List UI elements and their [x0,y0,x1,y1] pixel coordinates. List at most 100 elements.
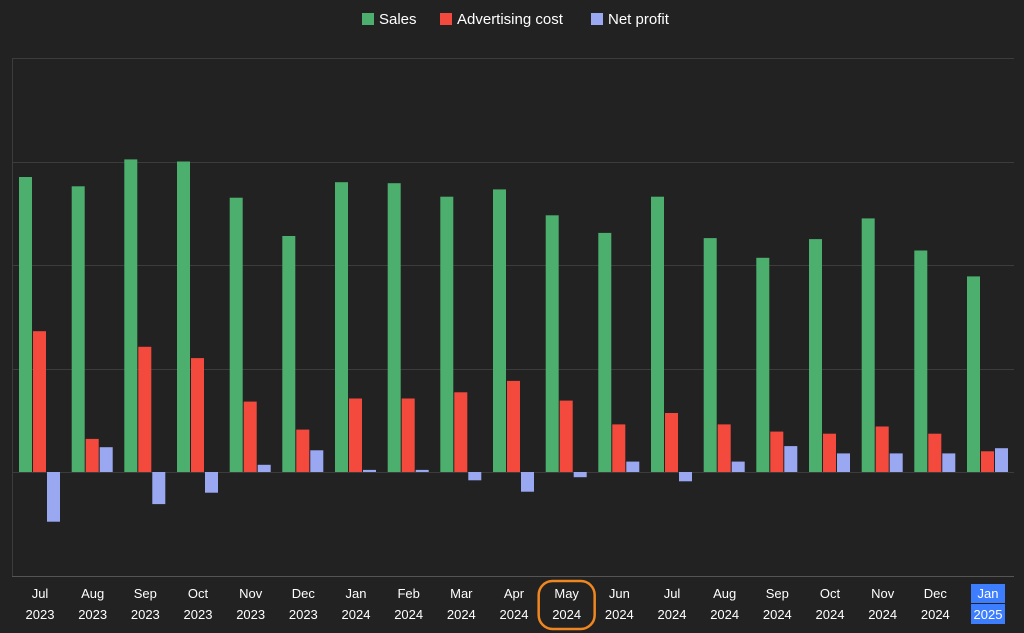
bar-sales-0 [19,177,32,472]
bar-net-profit-15 [837,453,850,472]
legend-label-sales: Sales [379,11,417,28]
bar-sales-10 [545,215,559,473]
bar-advertising-cost-2 [138,346,152,472]
bar-net-profit-17 [942,453,956,472]
bar-sales-14 [756,257,770,472]
bar-sales-15 [809,239,822,472]
x-tick-month: Jul [664,586,681,601]
x-tick-year: 2024 [605,607,634,622]
bar-net-profit-5 [310,450,324,472]
bar-net-profit-3 [205,472,218,493]
bar-net-profit-8 [468,472,482,481]
bar-sales-1 [71,186,85,473]
bar-advertising-cost-4 [243,401,257,472]
tick-circle-highlight [537,579,596,631]
x-tick-year: 2024 [921,607,950,622]
bar-advertising-cost-10 [559,400,573,472]
bar-sales-8 [440,196,454,472]
x-tick-year: 2024 [816,607,845,622]
x-tick-month: Sep [766,586,789,601]
x-tick-month: Nov [239,586,263,601]
legend-swatch-net-profit [591,13,603,25]
x-tick-month: Jul [32,586,49,601]
legend-label-net-profit: Net profit [608,11,670,28]
legend-swatch-sales [362,13,374,25]
x-tick-year: 2024 [710,607,739,622]
bar-sales-17 [914,250,928,472]
bar-net-profit-9 [521,472,534,492]
x-tick-month: May [554,586,579,601]
chart-legend: Sales Advertising cost Net profit [362,11,670,28]
bar-advertising-cost-6 [349,398,362,472]
bar-net-profit-1 [99,447,113,472]
bar-sales-18 [967,276,980,472]
bar-net-profit-4 [257,464,271,472]
bar-sales-6 [335,182,348,472]
x-tick-year: 2024 [342,607,371,622]
bar-net-profit-11 [626,461,640,472]
x-tick-month: Oct [188,586,209,601]
x-tick-month: Aug [713,586,736,601]
x-tick-year: 2024 [447,607,476,622]
bar-net-profit-2 [152,472,166,505]
bar-net-profit-13 [731,461,745,472]
bar-sales-5 [282,236,296,472]
x-tick-month: Aug [81,586,104,601]
legend-label-advertising-cost: Advertising cost [457,11,564,28]
x-tick-year: 2023 [131,607,160,622]
bar-sales-7 [387,183,401,472]
legend-swatch-advertising-cost [440,13,452,25]
bar-advertising-cost-9 [507,380,520,472]
x-tick-month: Oct [820,586,841,601]
x-tick-year: 2024 [658,607,687,622]
bar-sales-3 [177,161,190,472]
x-tick-year: 2023 [289,607,318,622]
x-tick-month: Jan [978,586,999,601]
bar-advertising-cost-15 [823,433,836,472]
x-tick-month: Apr [504,586,525,601]
bar-net-profit-16 [889,453,903,472]
x-tick-year: 2023 [26,607,55,622]
x-tick-year: 2024 [500,607,529,622]
x-axis-ticks: Jul 2023 Aug 2023 Sep 2023 Oct 2023 Nov 2023 Dec 20… [26,579,1005,631]
bar-sales-16 [861,218,875,472]
bar-sales-13 [703,238,717,472]
x-tick-year: 2023 [236,607,265,622]
bar-advertising-cost-3 [191,358,204,472]
bar-net-profit-6 [363,469,376,472]
bar-advertising-cost-12 [665,413,678,472]
x-tick-year: 2024 [552,607,581,622]
bar-net-profit-14 [784,446,798,472]
bar-sales-12 [651,196,664,472]
tick-selection-highlight [971,604,1005,624]
x-tick-month: Nov [871,586,895,601]
bar-advertising-cost-14 [770,431,784,472]
x-tick-month: Dec [924,586,948,601]
bar-advertising-cost-1 [85,438,99,472]
bar-net-profit-10 [573,472,587,478]
x-tick-year: 2024 [394,607,423,622]
bar-sales-4 [229,197,243,472]
bar-net-profit-12 [679,472,692,482]
x-tick-year: 2023 [78,607,107,622]
x-tick-month: Jun [609,586,630,601]
bar-advertising-cost-0 [33,331,46,472]
x-tick-year: 2024 [868,607,897,622]
bar-advertising-cost-17 [928,433,942,472]
chart-bars [19,159,1008,522]
bar-advertising-cost-7 [401,398,415,472]
bar-advertising-cost-18 [981,451,994,472]
bar-sales-9 [493,189,506,472]
bar-advertising-cost-11 [612,424,626,472]
x-tick-month: Dec [292,586,316,601]
bar-net-profit-18 [995,448,1008,472]
bar-advertising-cost-13 [717,424,731,472]
bar-net-profit-7 [415,469,429,472]
x-tick-month: Feb [397,586,419,601]
bar-net-profit-0 [47,472,60,522]
bar-advertising-cost-8 [454,392,468,472]
x-tick-month: Mar [450,586,473,601]
x-tick-year: 2025 [974,607,1003,622]
x-tick-month: Jan [346,586,367,601]
